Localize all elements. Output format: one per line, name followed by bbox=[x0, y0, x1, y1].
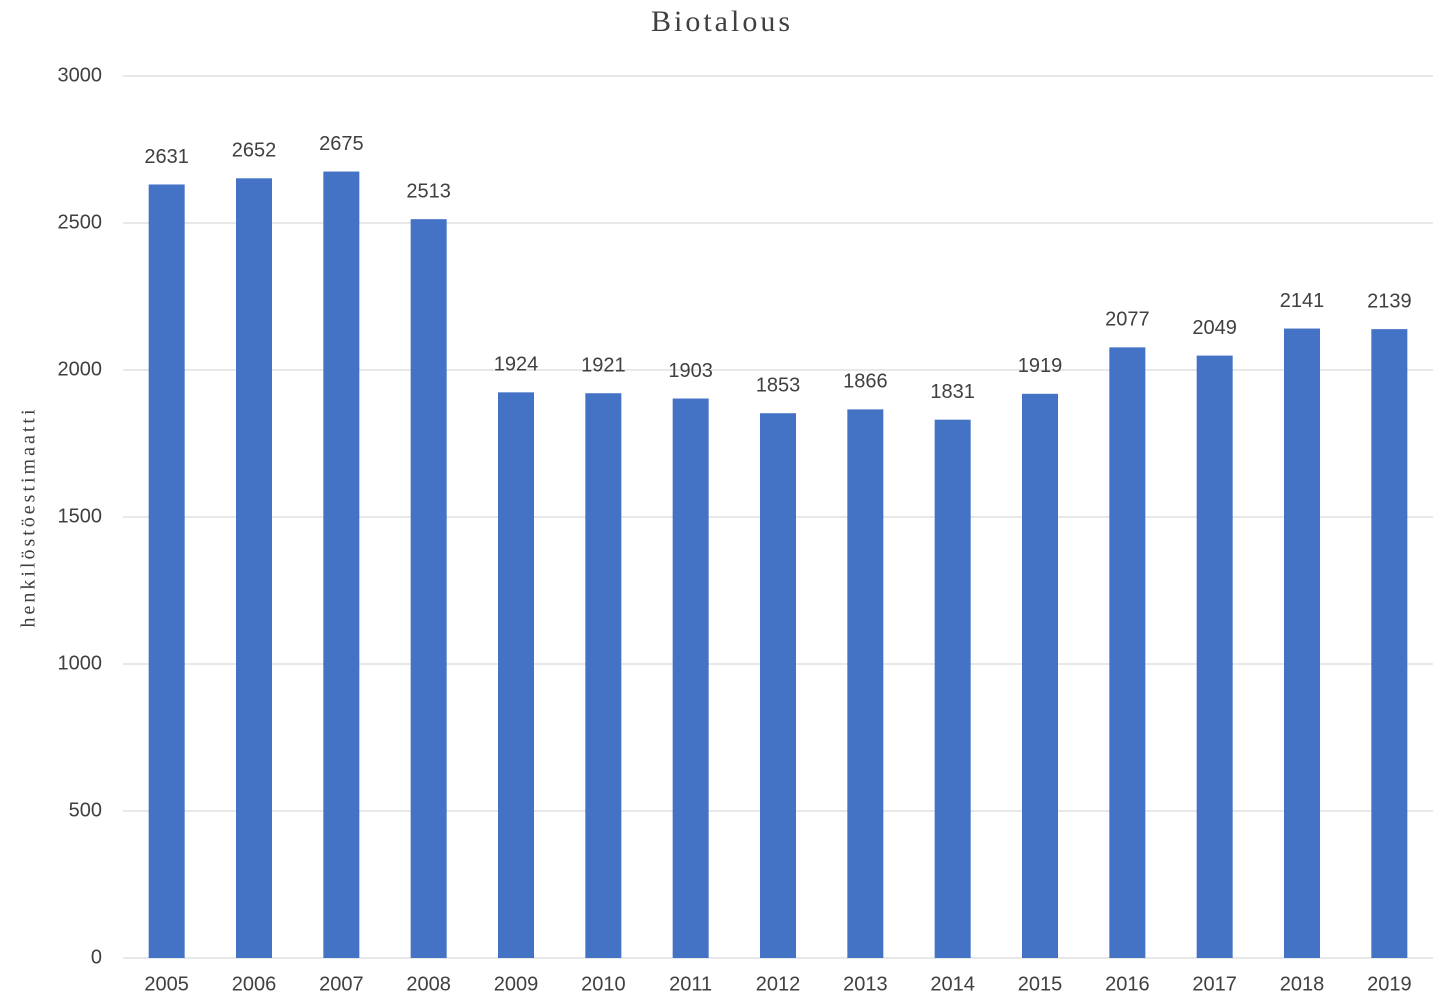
bar bbox=[934, 419, 971, 958]
bar bbox=[847, 409, 884, 958]
data-label: 2141 bbox=[1280, 290, 1325, 312]
x-tick-label: 2009 bbox=[494, 973, 539, 995]
bar bbox=[410, 219, 447, 959]
data-label: 2049 bbox=[1192, 317, 1237, 339]
data-label: 1924 bbox=[494, 354, 539, 376]
y-tick-label: 500 bbox=[69, 799, 102, 821]
x-tick-label: 2013 bbox=[843, 973, 888, 995]
data-label: 2675 bbox=[319, 133, 364, 155]
bar bbox=[1196, 355, 1233, 958]
bar bbox=[1022, 393, 1058, 959]
y-tick-label: 2500 bbox=[58, 211, 103, 233]
data-label: 1831 bbox=[930, 381, 975, 403]
x-tick-label: 2017 bbox=[1192, 973, 1237, 995]
data-label: 2513 bbox=[406, 180, 451, 202]
bar bbox=[1371, 329, 1408, 958]
bar bbox=[1284, 328, 1320, 958]
data-label: 1919 bbox=[1018, 355, 1063, 377]
data-label: 2077 bbox=[1105, 309, 1150, 331]
x-tick-label: 2007 bbox=[319, 973, 364, 995]
data-label: 1921 bbox=[581, 355, 626, 377]
y-tick-label: 0 bbox=[91, 946, 102, 968]
x-tick-label: 2005 bbox=[144, 973, 189, 995]
x-tick-label: 2014 bbox=[930, 973, 975, 995]
y-tick-label: 3000 bbox=[58, 64, 103, 86]
y-axis-label: henkilöstöestimaatti bbox=[18, 406, 40, 627]
y-tick-label: 1500 bbox=[58, 505, 103, 527]
chart-title: Biotalous bbox=[651, 5, 793, 38]
bar bbox=[498, 392, 534, 958]
x-tick-label: 2015 bbox=[1018, 973, 1063, 995]
data-label: 1903 bbox=[668, 360, 713, 382]
x-tick-label: 2016 bbox=[1105, 973, 1150, 995]
bar bbox=[760, 413, 796, 958]
x-tick-label: 2018 bbox=[1280, 973, 1325, 995]
bar bbox=[148, 184, 185, 959]
y-tick-label: 2000 bbox=[58, 358, 103, 380]
bar bbox=[672, 398, 709, 958]
x-tick-label: 2011 bbox=[669, 973, 712, 995]
data-label: 2652 bbox=[232, 140, 277, 162]
x-tick-label: 2010 bbox=[581, 973, 626, 995]
bar bbox=[323, 171, 360, 959]
y-tick-label: 1000 bbox=[58, 652, 103, 674]
data-label: 2631 bbox=[144, 146, 189, 168]
x-tick-label: 2008 bbox=[406, 973, 451, 995]
data-label: 1866 bbox=[843, 371, 888, 393]
bar bbox=[1109, 347, 1146, 958]
bar bbox=[236, 178, 272, 958]
bar bbox=[585, 393, 622, 958]
x-tick-label: 2012 bbox=[756, 973, 801, 995]
x-tick-label: 2019 bbox=[1367, 973, 1412, 995]
x-tick-label: 2006 bbox=[232, 973, 277, 995]
data-label: 2139 bbox=[1367, 290, 1412, 312]
data-label: 1853 bbox=[756, 374, 801, 396]
